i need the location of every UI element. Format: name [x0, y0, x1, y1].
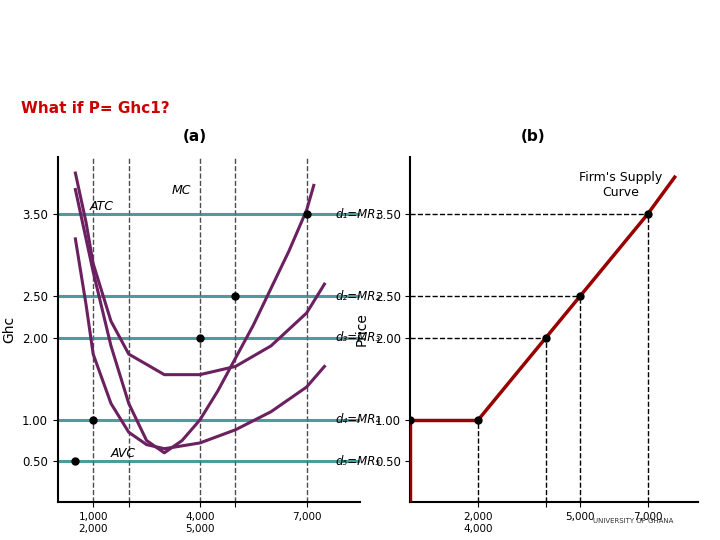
Text: The Firm’s Short-Run Supply Curve: The Firm’s Short-Run Supply Curve: [139, 43, 581, 64]
Y-axis label: Ghc: Ghc: [2, 316, 17, 343]
Text: AVC: AVC: [111, 447, 136, 460]
Text: (a): (a): [182, 129, 207, 144]
Text: MC: MC: [171, 184, 191, 197]
Text: (b): (b): [521, 129, 545, 144]
Text: ATC: ATC: [89, 200, 114, 213]
Text: What if P= Ghc1?: What if P= Ghc1?: [22, 101, 170, 116]
Text: d₅=MR₅: d₅=MR₅: [335, 455, 380, 468]
Text: UNIVERSITY OF GHANA: UNIVERSITY OF GHANA: [593, 518, 674, 524]
Text: d₂=MR₂: d₂=MR₂: [335, 290, 380, 303]
Text: Firm's Supply
Curve: Firm's Supply Curve: [579, 171, 662, 199]
Y-axis label: Price: Price: [355, 313, 369, 346]
X-axis label: Output: Output: [184, 539, 233, 540]
Text: d₃=MR₃: d₃=MR₃: [335, 331, 380, 344]
Text: 29: 29: [366, 8, 382, 21]
Text: d₁=MR₁: d₁=MR₁: [335, 208, 380, 221]
X-axis label: Output: Output: [530, 539, 579, 540]
Text: d₄=MR₄: d₄=MR₄: [335, 414, 380, 427]
